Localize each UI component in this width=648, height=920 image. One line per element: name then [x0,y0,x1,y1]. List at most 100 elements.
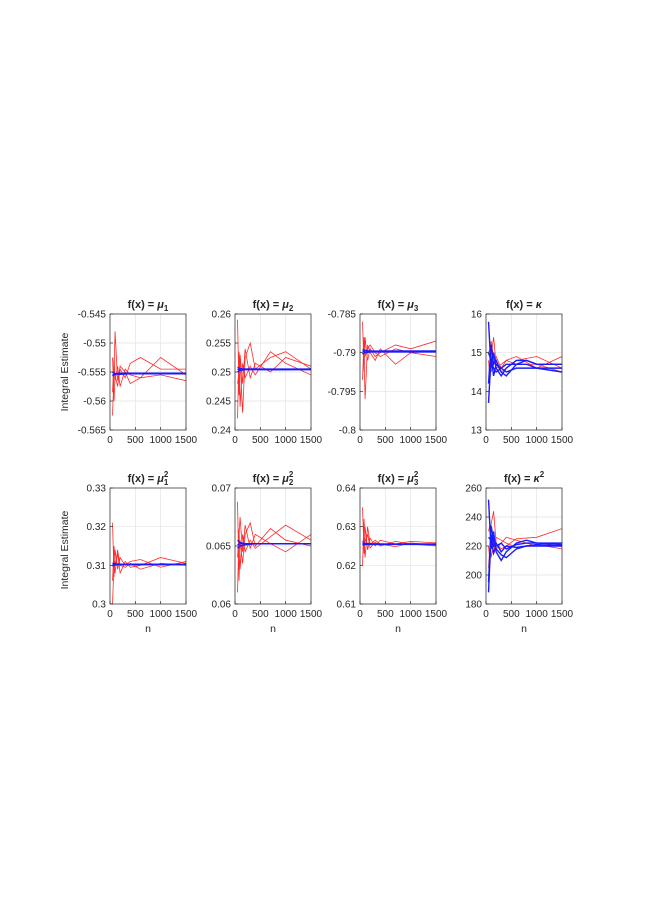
y-tick-label: 0.065 [206,542,231,553]
x-axis-label-3: n [395,623,401,635]
y-tick-label: 0.25 [212,368,232,379]
x-tick-label: 0 [232,435,238,446]
series-line-red-2 [237,351,311,419]
title-subscript: 1 [164,304,169,313]
x-tick-label: 500 [127,435,144,446]
y-axis-label-bottom: Integral Estimate [59,510,71,589]
x-tick-label: 1500 [551,435,574,446]
series-line-blue-6 [237,366,311,371]
y-tick-label: 0.07 [212,484,232,495]
title-subscript: 1 [164,478,169,487]
x-tick-label: 500 [377,435,394,446]
axes-box [359,487,437,605]
y-tick-label: 0.32 [87,522,107,533]
title-prefix: f(x) = [504,473,534,485]
x-tick-label: 1500 [175,435,198,446]
title-subscript: 3 [414,304,419,313]
x-tick-label: 1500 [425,609,448,620]
series-line-blue-6 [112,372,186,376]
panel-title: f(x) = μ2 1 [128,470,169,487]
y-tick-label: 0.63 [337,522,357,533]
series-line-red-3 [112,549,186,604]
subplot-8: 0 500 1000 1500 180 200 220 240 260 f(x) = κ2 [465,470,573,620]
y-tick-label: 14 [471,387,483,398]
axes-box [359,313,437,431]
y-tick-label: 0.64 [337,484,357,495]
series-line-blue-6 [112,562,186,566]
title-prefix: f(x) = [378,299,408,311]
subplot-3: 0 500 1000 1500 -0.8 -0.795 -0.79 -0.785 f(x) = … [328,299,448,446]
title-superscript: 2 [289,470,294,479]
panel-title: f(x) = μ3 [378,299,419,313]
series-line-blue-6 [237,542,311,549]
x-tick-label: 500 [252,435,269,446]
panel-title: f(x) = μ2 [253,299,294,313]
x-tick-label: 0 [483,435,489,446]
series-line-blue-6 [362,541,436,545]
x-tick-label: 1000 [400,435,423,446]
y-tick-label: 0.26 [212,310,232,321]
series-line-red-2 [237,524,311,593]
y-tick-label: 15 [471,348,483,359]
x-tick-label: 1000 [275,435,298,446]
x-axis-label-1: n [145,623,151,635]
x-tick-label: 0 [483,609,489,620]
title-symbol: μ [406,473,414,485]
title-symbol: μ [156,299,164,311]
y-tick-label: 0.31 [87,561,107,572]
title-prefix: f(x) = [506,299,536,311]
x-axis-label-4: n [521,623,527,635]
y-tick-label: 0.255 [206,339,231,350]
title-prefix: f(x) = [128,473,158,485]
subplot-4: 0 500 1000 1500 13 14 15 16 f(x) = κ [471,299,574,446]
x-tick-label: 1500 [175,609,198,620]
series-line-red-1 [362,321,436,373]
title-subscript: 3 [414,478,419,487]
x-tick-label: 0 [107,609,113,620]
series-line-blue-7 [487,534,562,593]
subplot-1: 0 500 1000 1500 -0.565 -0.56 -0.555 -0.55 -0.545… [78,299,198,446]
series-line-blue-5 [487,344,562,384]
y-tick-label: -0.545 [78,310,107,321]
x-tick-label: 0 [357,609,363,620]
panel-title: f(x) = μ2 3 [378,470,419,487]
y-tick-label: -0.555 [78,368,107,379]
y-tick-label: 0.245 [206,397,231,408]
y-tick-label: 200 [465,571,482,582]
title-symbol: μ [156,473,164,485]
series-line-blue-5 [362,351,436,355]
title-symbol: κ [533,473,540,485]
axes-box [109,487,187,605]
x-tick-label: 500 [252,609,269,620]
panel-title: f(x) = μ2 2 [253,470,294,487]
y-tick-label: -0.785 [328,310,357,321]
x-tick-label: 1000 [150,609,173,620]
series-line-blue-6 [362,348,436,352]
title-symbol: μ [281,299,289,311]
y-tick-label: -0.8 [339,426,357,437]
y-tick-label: -0.55 [83,339,106,350]
title-symbol: κ [536,299,543,311]
plot-area [360,314,436,430]
y-tick-label: 0.06 [212,600,232,611]
y-tick-label: 0.3 [92,600,106,611]
series-line-red-3 [237,516,311,558]
plot-area [110,488,186,604]
x-tick-label: 500 [503,609,520,620]
y-tick-label: 260 [465,484,482,495]
y-tick-label: -0.56 [83,397,106,408]
title-superscript: 2 [414,470,419,479]
x-tick-label: 1000 [400,609,423,620]
y-tick-label: 0.61 [337,600,357,611]
panel-title: f(x) = κ2 [504,470,545,485]
x-tick-label: 1500 [551,609,574,620]
x-tick-label: 500 [503,435,520,446]
x-tick-label: 500 [127,609,144,620]
y-axis-label-top: Integral Estimate [59,332,71,411]
y-tick-label: -0.565 [78,426,107,437]
axes-box [485,313,563,431]
x-tick-label: 1500 [300,609,323,620]
series-line-red-3 [237,348,311,384]
x-tick-label: 1000 [275,609,298,620]
x-tick-label: 1500 [300,435,323,446]
